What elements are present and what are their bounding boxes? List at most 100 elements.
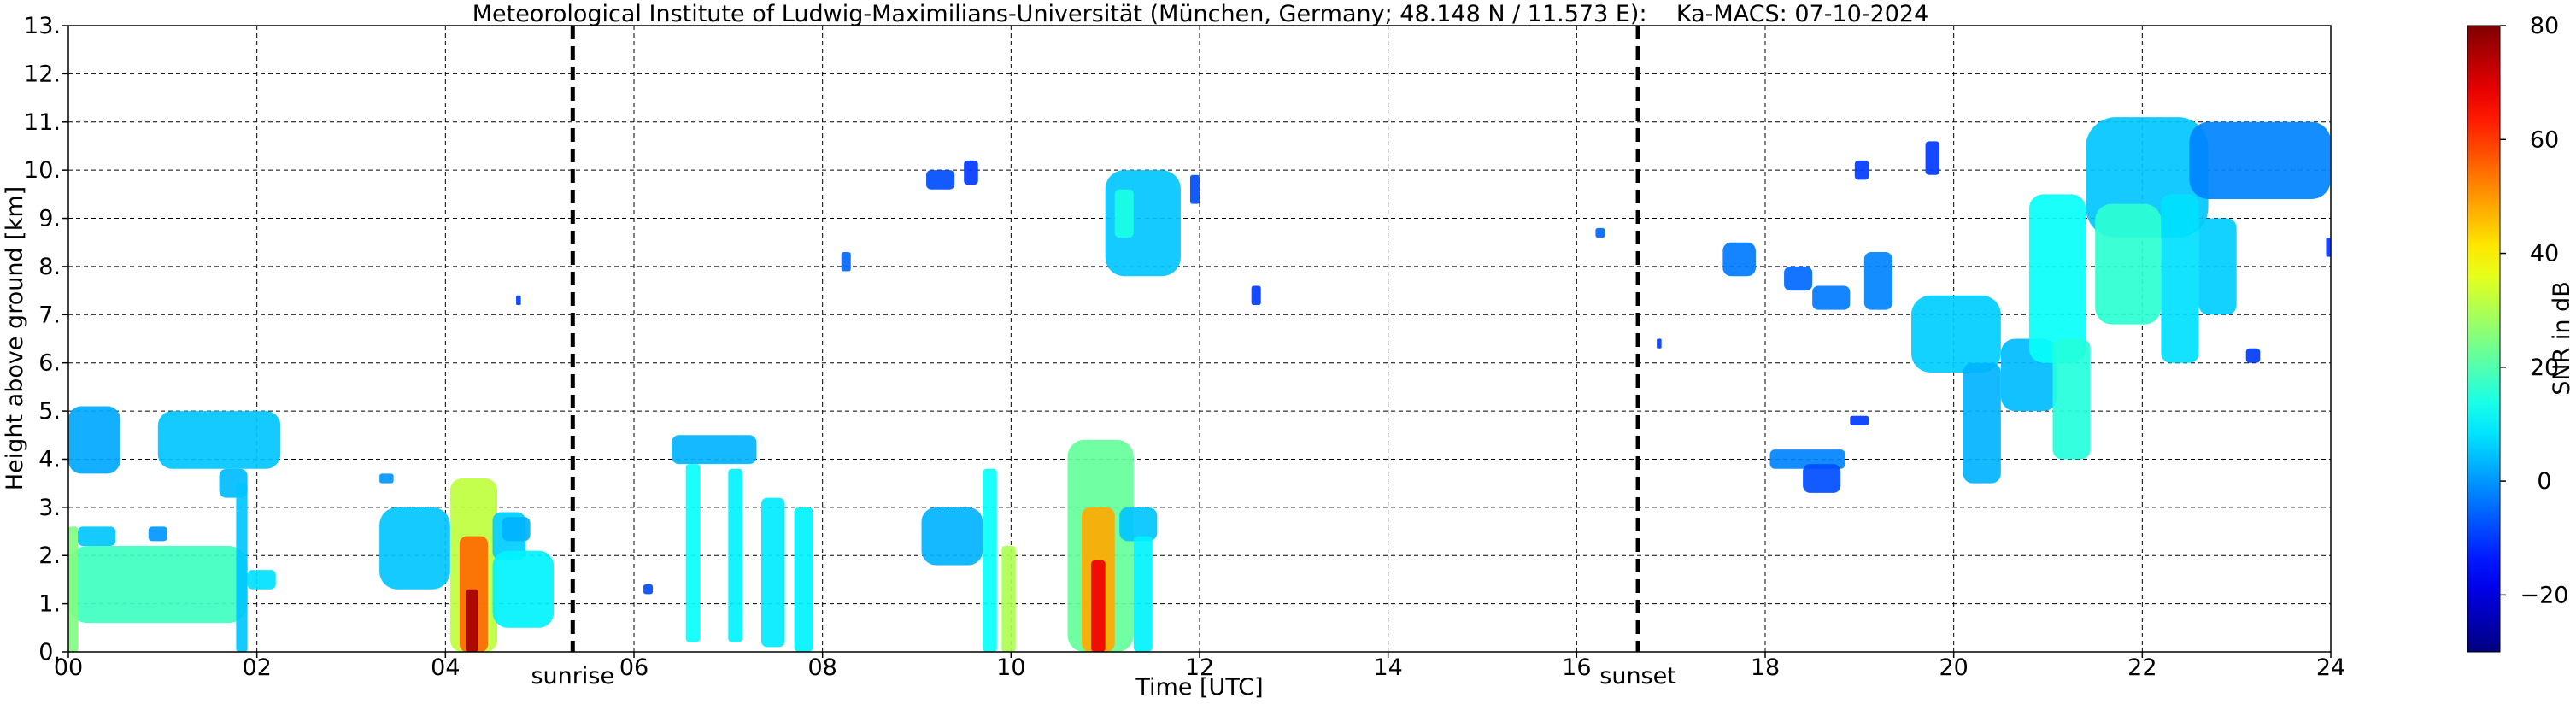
daylight-marker-label: sunset xyxy=(1599,663,1676,689)
echo-region xyxy=(1114,189,1134,238)
echo-region xyxy=(492,550,555,628)
echo-region xyxy=(247,570,276,590)
x-tick-label: 18 xyxy=(1751,654,1780,681)
echo-region xyxy=(148,526,167,542)
echo-region xyxy=(1657,338,1662,349)
y-tick-label: 7. xyxy=(38,302,61,328)
y-axis-ticks: 0. 1. 2. 3. 4. 5. 6. 7. 8. 9. 10. 11. 12. 13. xyxy=(24,13,68,666)
y-tick-label: 8. xyxy=(38,254,61,280)
x-tick-label: 10 xyxy=(996,654,1025,681)
x-axis-ticks: 00 02 04 06 08 10 12 14 16 18 20 22 24 xyxy=(54,652,2345,681)
echo-region xyxy=(1784,266,1813,291)
y-tick-label: 5. xyxy=(38,398,61,425)
x-tick-label: 04 xyxy=(431,654,460,681)
echo-region xyxy=(379,473,394,484)
echo-region xyxy=(157,411,281,469)
x-tick-label: 12 xyxy=(1185,654,1214,681)
echo-region xyxy=(841,252,851,272)
y-tick-label: 1. xyxy=(38,591,61,618)
x-tick-label: 16 xyxy=(1562,654,1591,681)
y-tick-label: 3. xyxy=(38,495,61,521)
echo-region xyxy=(1925,141,1940,175)
x-tick-label: 02 xyxy=(242,654,271,681)
colorbar-tick-label: 0 xyxy=(2537,468,2551,495)
echo-region xyxy=(1850,415,1869,425)
echo-region xyxy=(2245,348,2261,363)
echo-region xyxy=(1963,362,2001,484)
echo-region xyxy=(2028,194,2086,363)
colorbar-tick-label: 40 xyxy=(2530,241,2559,267)
echo-region xyxy=(2198,218,2237,315)
echo-region xyxy=(2052,338,2091,460)
echo-field xyxy=(68,117,2331,652)
echo-region xyxy=(2326,238,2331,257)
x-tick-label: 22 xyxy=(2127,654,2156,681)
y-tick-label: 10. xyxy=(24,157,61,184)
x-tick-label: 24 xyxy=(2316,654,2345,681)
day-markers: sunrise sunset xyxy=(531,26,1676,689)
echo-region xyxy=(1133,536,1153,652)
echo-region xyxy=(78,526,116,546)
x-axis-label: Time [UTC] xyxy=(1135,674,1263,701)
y-tick-label: 9. xyxy=(38,206,61,232)
echo-region xyxy=(68,545,248,624)
echo-region xyxy=(379,507,450,590)
y-tick-label: 13. xyxy=(24,13,61,39)
echo-region xyxy=(964,160,978,185)
echo-region xyxy=(1189,174,1200,204)
echo-region xyxy=(2161,194,2199,363)
colorbar-ticks: −20 0 20 40 60 80 xyxy=(2500,13,2568,608)
echo-region xyxy=(1911,295,2001,373)
colorbar-label: SNR in dB xyxy=(2549,281,2575,396)
y-tick-label: 6. xyxy=(38,350,61,377)
echo-region xyxy=(2095,203,2162,325)
colorbar-tick-label: −20 xyxy=(2520,582,2569,608)
colorbar-tick-label: 20 xyxy=(2530,355,2559,381)
y-tick-label: 0. xyxy=(38,639,61,666)
echo-region xyxy=(466,589,478,652)
echo-region xyxy=(1251,285,1261,306)
echo-region xyxy=(643,584,654,595)
echo-region xyxy=(1803,464,1841,493)
y-axis-label: Height above ground [km] xyxy=(2,186,28,490)
echo-region xyxy=(760,497,785,648)
echo-region xyxy=(236,483,248,652)
echo-region xyxy=(516,295,521,306)
y-tick-label: 4. xyxy=(38,446,61,472)
echo-region xyxy=(1863,252,1892,310)
echo-region xyxy=(1722,242,1756,277)
x-tick-label: 14 xyxy=(1373,654,1402,681)
echo-region xyxy=(1001,545,1016,652)
daylight-marker-label: sunrise xyxy=(531,663,614,689)
colorbar-tick-label: 60 xyxy=(2530,126,2559,153)
y-tick-label: 2. xyxy=(38,543,61,569)
echo-region xyxy=(672,435,757,465)
x-tick-label: 00 xyxy=(54,654,83,681)
echo-region xyxy=(1854,160,1869,180)
echo-region xyxy=(2189,121,2331,199)
echo-region xyxy=(926,170,955,190)
echo-region xyxy=(1595,227,1605,238)
x-tick-label: 20 xyxy=(1939,654,1968,681)
x-tick-label: 08 xyxy=(807,654,836,681)
colorbar: −20 0 20 40 60 80 SNR in dB xyxy=(2467,13,2575,653)
echo-region xyxy=(1119,507,1158,542)
plot-area: sunrise sunset xyxy=(67,25,2332,689)
echo-region xyxy=(68,526,79,652)
echo-region xyxy=(502,517,531,542)
echo-region xyxy=(1812,285,1851,310)
colorbar-tick-label: 80 xyxy=(2530,13,2559,39)
echo-region xyxy=(728,468,742,642)
colorbar-scale xyxy=(2467,25,2501,653)
echo-region xyxy=(685,464,701,642)
y-tick-label: 11. xyxy=(24,109,61,136)
echo-region xyxy=(68,406,120,474)
y-tick-label: 12. xyxy=(24,61,61,87)
echo-region xyxy=(1091,560,1106,652)
chart-title: Meteorological Institute of Ludwig-Maxim… xyxy=(472,1,1929,27)
echo-region xyxy=(921,507,983,566)
x-tick-label: 06 xyxy=(619,654,648,681)
echo-region xyxy=(983,468,997,652)
echo-region xyxy=(794,507,813,652)
